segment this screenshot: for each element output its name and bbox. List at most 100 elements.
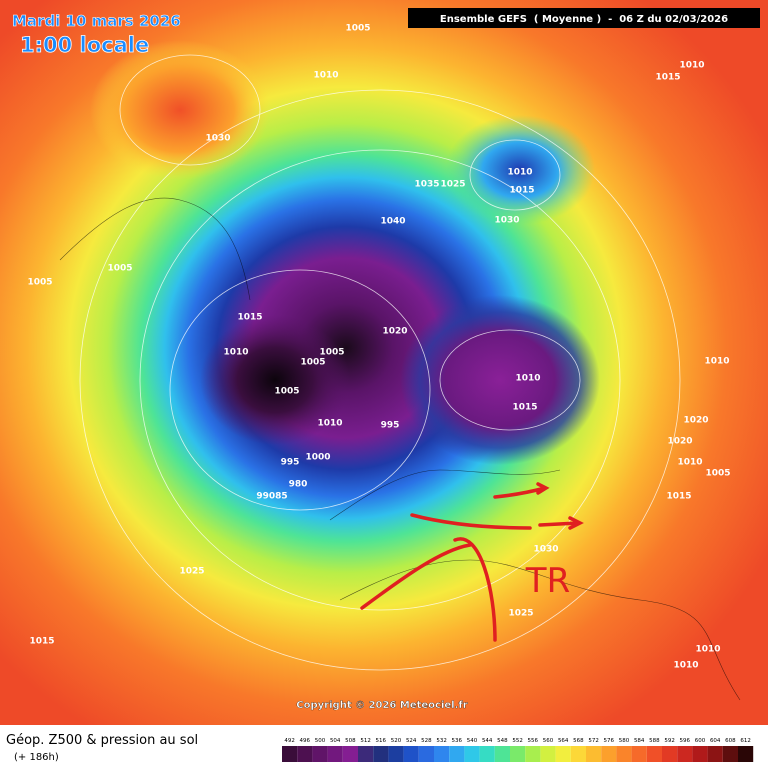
scale-label: 612	[740, 738, 751, 744]
isobar-label: 995	[381, 421, 400, 431]
scale-swatch	[312, 746, 328, 762]
scale-swatch	[342, 746, 358, 762]
isobar-label: 1020	[382, 327, 407, 337]
scale-label: 576	[604, 738, 615, 744]
scale-swatch	[434, 746, 450, 762]
scale-swatch	[662, 746, 678, 762]
isobar-label: 1025	[508, 609, 533, 619]
scale-swatch	[677, 746, 693, 762]
scale-label: 528	[421, 738, 432, 744]
scale-swatch	[358, 746, 374, 762]
scale-swatch	[722, 746, 738, 762]
isobar-label: 99085	[256, 492, 287, 502]
isobar-label: 1015	[509, 186, 534, 196]
scale-swatch	[631, 746, 647, 762]
isobar-label: 1015	[237, 313, 262, 323]
scale-swatch	[494, 746, 510, 762]
scale-swatch	[327, 746, 343, 762]
isobar-label: 1030	[494, 216, 519, 226]
copyright: Copyright © 2026 Meteociel.fr	[296, 700, 467, 711]
isobar-label: 1000	[305, 453, 330, 463]
scale-label: 608	[725, 738, 736, 744]
isobar-label: 1010	[317, 419, 342, 429]
scale-label: 600	[695, 738, 706, 744]
scale-label: 596	[680, 738, 691, 744]
scale-swatch	[616, 746, 632, 762]
field-feature	[400, 295, 600, 465]
scale-label: 556	[528, 738, 539, 744]
isobar-label: 1035	[414, 180, 439, 190]
scale-label: 512	[360, 738, 371, 744]
isobar-label: 1005	[300, 358, 325, 368]
scale-label: 564	[558, 738, 569, 744]
isobar-label: 1025	[440, 180, 465, 190]
footer-lead: (+ 186h)	[14, 752, 59, 763]
scale-swatch	[738, 746, 754, 762]
scale-label: 504	[330, 738, 341, 744]
isobar-label: 995	[281, 458, 300, 468]
scale-swatch	[418, 746, 434, 762]
scale-swatch	[388, 746, 404, 762]
scale-label: 540	[467, 738, 478, 744]
isobar-label: 1010	[223, 348, 248, 358]
scale-swatch	[403, 746, 419, 762]
scale-swatch	[646, 746, 662, 762]
scale-label: 552	[512, 738, 523, 744]
scale-label: 536	[452, 738, 463, 744]
scale-label: 500	[315, 738, 326, 744]
scale-label: 592	[664, 738, 675, 744]
isobar-label: 1010	[673, 661, 698, 671]
run-box	[408, 8, 760, 28]
isobar-label: 1005	[107, 264, 132, 274]
isobar-label: 1030	[205, 134, 230, 144]
scale-swatch	[525, 746, 541, 762]
isobars	[79, 54, 681, 671]
scale-label: 524	[406, 738, 417, 744]
isobar-label: 1010	[704, 357, 729, 367]
coastlines	[59, 197, 741, 701]
scale-swatch	[373, 746, 389, 762]
scale-swatch	[555, 746, 571, 762]
scale-label: 604	[710, 738, 721, 744]
footer-title: Géop. Z500 & pression au sol	[6, 733, 198, 748]
scale-swatch	[707, 746, 723, 762]
scale-swatch	[510, 746, 526, 762]
isobar-label: 1010	[313, 71, 338, 81]
scale-label: 548	[497, 738, 508, 744]
isobar-label: 1010	[515, 374, 540, 384]
time-label: 1:00 locale	[20, 33, 149, 57]
run-label: Ensemble GEFS ( Moyenne ) - 06 Z du 02/0…	[440, 14, 728, 25]
scale-label: 584	[634, 738, 645, 744]
scale-label: 544	[482, 738, 493, 744]
annotation-text: TR	[525, 561, 570, 601]
isobar-label: 1020	[683, 416, 708, 426]
isobar-label: 1010	[677, 458, 702, 468]
scale-label: 492	[284, 738, 295, 744]
isobar-label: 1010	[695, 645, 720, 655]
scale-label: 572	[588, 738, 599, 744]
isobar-label: 1010	[679, 61, 704, 71]
scale-swatch	[449, 746, 465, 762]
scale-label: 580	[619, 738, 630, 744]
scale-label: 520	[391, 738, 402, 744]
scale-label: 532	[436, 738, 447, 744]
isobar-label: 1005	[27, 278, 52, 288]
scale-swatch	[297, 746, 313, 762]
scale-swatch	[479, 746, 495, 762]
isobar-label: 1015	[29, 637, 54, 647]
isobar-label: 1015	[512, 403, 537, 413]
annotation-arrows	[360, 482, 584, 642]
isobar-label: 1015	[655, 73, 680, 83]
isobar-label: 980	[289, 480, 308, 490]
isobar-label: 1005	[319, 348, 344, 358]
scale-swatch	[586, 746, 602, 762]
scale-label: 560	[543, 738, 554, 744]
scale-swatch	[282, 746, 298, 762]
scale-swatch	[601, 746, 617, 762]
isobar-label: 1005	[274, 387, 299, 397]
isobar-label: 1005	[705, 469, 730, 479]
scale-label: 508	[345, 738, 356, 744]
scale-label: 588	[649, 738, 660, 744]
date-label: Mardi 10 mars 2026	[12, 12, 181, 30]
